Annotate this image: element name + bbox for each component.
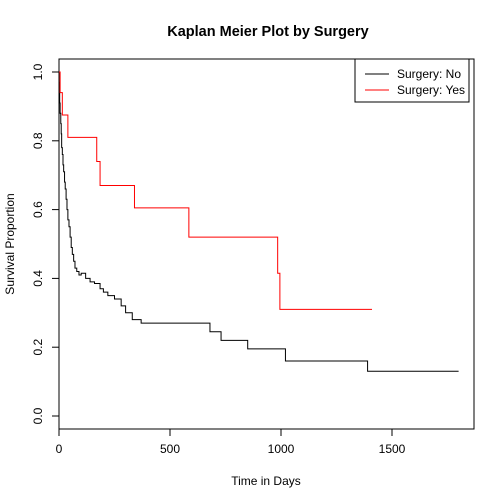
legend-label-no: Surgery: No (397, 67, 461, 81)
chart-title: Kaplan Meier Plot by Surgery (167, 24, 368, 40)
plot-frame (58, 58, 475, 430)
y-tick-label: 0.0 (31, 407, 45, 424)
series-line-surgery-yes (59, 71, 373, 310)
series-line-surgery-no (58, 71, 459, 372)
x-tick-label: 500 (160, 442, 180, 456)
legend: Surgery: No Surgery: Yes (354, 58, 470, 103)
y-tick-label: 0.6 (31, 201, 45, 218)
y-axis: 0.0 0.2 0.4 0.6 0.8 1.0 (31, 63, 59, 424)
series-layer (58, 71, 459, 372)
x-tick-label: 1500 (379, 442, 406, 456)
y-axis-label: Survival Proportion (3, 193, 17, 294)
x-tick-label: 0 (56, 442, 63, 456)
y-tick-label: 1.0 (31, 63, 45, 80)
legend-label-yes: Surgery: Yes (397, 83, 465, 97)
x-axis-label: Time in Days (231, 474, 301, 488)
y-tick-label: 0.4 (31, 270, 45, 287)
y-tick-label: 0.8 (31, 132, 45, 149)
legend-box (354, 58, 470, 103)
x-axis: 0 500 1000 1500 (56, 429, 406, 456)
y-tick-label: 0.2 (31, 339, 45, 356)
x-tick-label: 1000 (268, 442, 295, 456)
